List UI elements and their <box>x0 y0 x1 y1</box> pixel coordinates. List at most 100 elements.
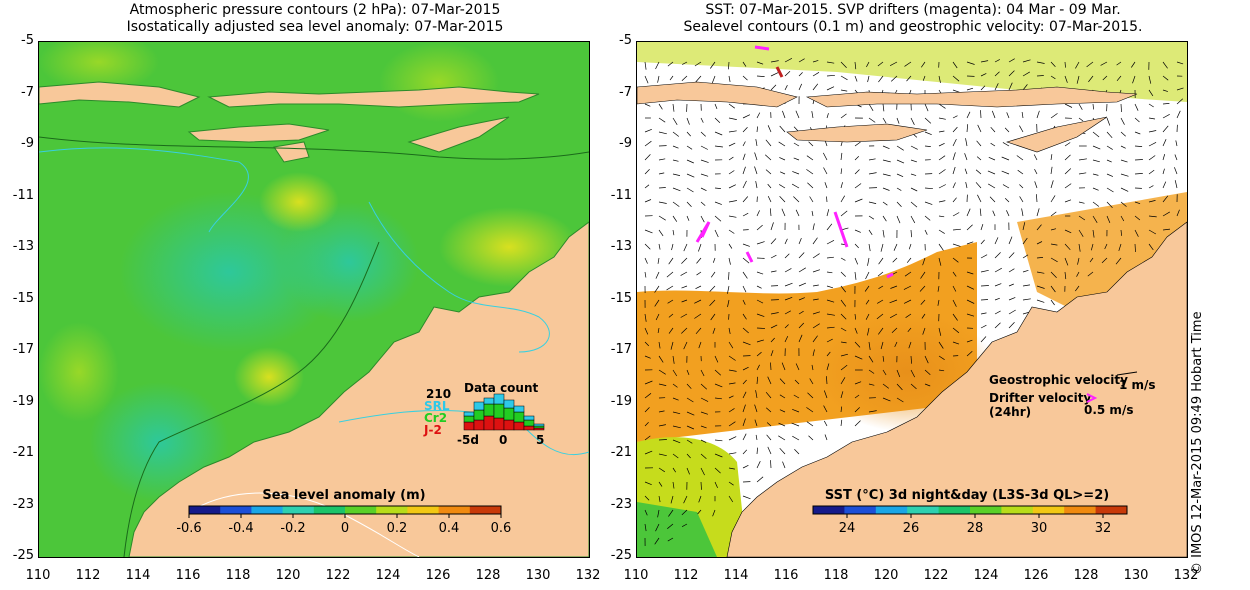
drifter-track <box>745 251 754 263</box>
velocity-arrow <box>756 285 762 289</box>
velocity-arrow <box>812 323 820 329</box>
velocity-arrow <box>865 271 870 280</box>
sla-high-region <box>39 322 119 422</box>
velocity-arrow <box>672 201 680 207</box>
colorbar-tick-label: 0.2 <box>387 521 408 536</box>
velocity-arrow <box>1174 154 1178 161</box>
velocity-arrow <box>854 198 863 203</box>
velocity-arrow <box>784 253 790 259</box>
velocity-arrow <box>756 313 765 317</box>
velocity-arrow <box>728 327 731 334</box>
velocity-arrow <box>668 327 674 334</box>
velocity-arrow <box>714 131 723 136</box>
velocity-arrow <box>823 405 828 413</box>
velocity-arrow <box>793 157 800 161</box>
velocity-arrow <box>1148 89 1154 97</box>
velocity-arrow <box>905 313 912 318</box>
velocity-arrow <box>742 166 746 175</box>
velocity-arrow <box>697 509 702 515</box>
velocity-arrow <box>910 215 916 224</box>
velocity-arrow <box>686 159 694 164</box>
velocity-arrow <box>781 362 786 371</box>
velocity-arrow <box>667 299 674 304</box>
velocity-arrow <box>742 327 749 334</box>
velocity-arrow <box>952 271 957 277</box>
velocity-arrow <box>812 349 815 357</box>
velocity-arrow <box>756 461 761 469</box>
velocity-arrow <box>868 369 875 374</box>
data-count-bar <box>473 401 485 411</box>
velocity-arrow <box>854 156 860 161</box>
data-count-bar <box>513 421 525 431</box>
velocity-arrow <box>672 411 681 415</box>
x-tick-label: 112 <box>673 568 699 583</box>
velocity-arrow <box>1008 297 1016 301</box>
velocity-arrow <box>892 257 898 263</box>
velocity-arrow <box>952 285 957 292</box>
velocity-arrow <box>798 83 803 91</box>
velocity-arrow <box>1036 110 1040 119</box>
australia-landmass <box>128 221 590 558</box>
geostrophic-scale-label: 1 m/s <box>1119 378 1156 392</box>
data-count-total: 210 <box>426 387 451 401</box>
colorbar-segment <box>844 506 877 514</box>
data-count-bar <box>533 423 545 427</box>
velocity-arrow <box>1050 257 1058 263</box>
velocity-arrow <box>683 243 688 252</box>
velocity-arrow <box>767 446 772 455</box>
data-count-bar <box>473 409 485 421</box>
drifter-scale-arrow <box>1086 393 1098 403</box>
velocity-arrow <box>764 154 772 161</box>
velocity-arrow <box>919 285 926 292</box>
velocity-arrow <box>728 200 737 203</box>
velocity-arrow <box>714 355 719 363</box>
sea-level-anomaly-map[interactable]: Sea level anomaly (m) -0.6 -0.4 -0.2 0 0.2 0.… <box>38 32 590 558</box>
velocity-arrow <box>812 60 819 63</box>
velocity-arrow <box>698 495 702 503</box>
velocity-arrow <box>686 145 693 150</box>
velocity-arrow <box>644 341 650 347</box>
velocity-arrow <box>712 327 716 334</box>
velocity-arrow <box>700 467 705 476</box>
velocity-arrow <box>1076 271 1080 277</box>
velocity-arrow <box>728 61 730 70</box>
velocity-arrow <box>952 313 958 321</box>
y-tick-label: -5 <box>619 33 632 48</box>
velocity-arrow <box>670 495 674 504</box>
velocity-arrow <box>1090 243 1094 251</box>
velocity-arrow <box>686 397 694 403</box>
sst-cold-region <box>637 502 717 557</box>
velocity-arrow <box>794 379 800 385</box>
velocity-arrow <box>826 209 830 217</box>
velocity-arrow <box>644 184 650 189</box>
drifter-velocity-label: Drifter velocity <box>989 391 1091 405</box>
velocity-arrow <box>878 75 884 83</box>
velocity-arrow <box>1008 283 1014 287</box>
sst-map[interactable]: Geostrophic velocity 1 m/s Drifter veloc… <box>636 41 1188 558</box>
velocity-arrow <box>742 243 750 247</box>
velocity-arrow <box>1036 299 1045 303</box>
velocity-arrow <box>882 383 890 389</box>
velocity-arrow <box>681 327 688 334</box>
velocity-arrow <box>868 201 877 204</box>
velocity-arrow <box>1092 159 1100 163</box>
velocity-arrow <box>1092 173 1099 176</box>
velocity-arrow <box>1004 197 1010 203</box>
left-title: Atmospheric pressure contours (2 hPa): 0… <box>40 2 590 36</box>
velocity-arrow <box>854 257 859 265</box>
velocity-arrow <box>1176 87 1184 91</box>
velocity-arrow <box>980 239 985 245</box>
velocity-arrow <box>755 434 758 441</box>
velocity-arrow <box>938 215 945 218</box>
velocity-arrow <box>811 111 814 119</box>
velocity-arrow <box>906 257 912 263</box>
velocity-arrow <box>1050 285 1056 293</box>
velocity-arrow <box>880 341 884 350</box>
velocity-arrow <box>644 257 648 264</box>
velocity-arrow <box>965 182 968 189</box>
velocity-arrow <box>728 452 737 455</box>
velocity-arrow <box>1022 254 1029 259</box>
velocity-arrow <box>896 159 905 164</box>
velocity-arrow <box>1022 59 1031 63</box>
velocity-arrow <box>840 210 848 217</box>
